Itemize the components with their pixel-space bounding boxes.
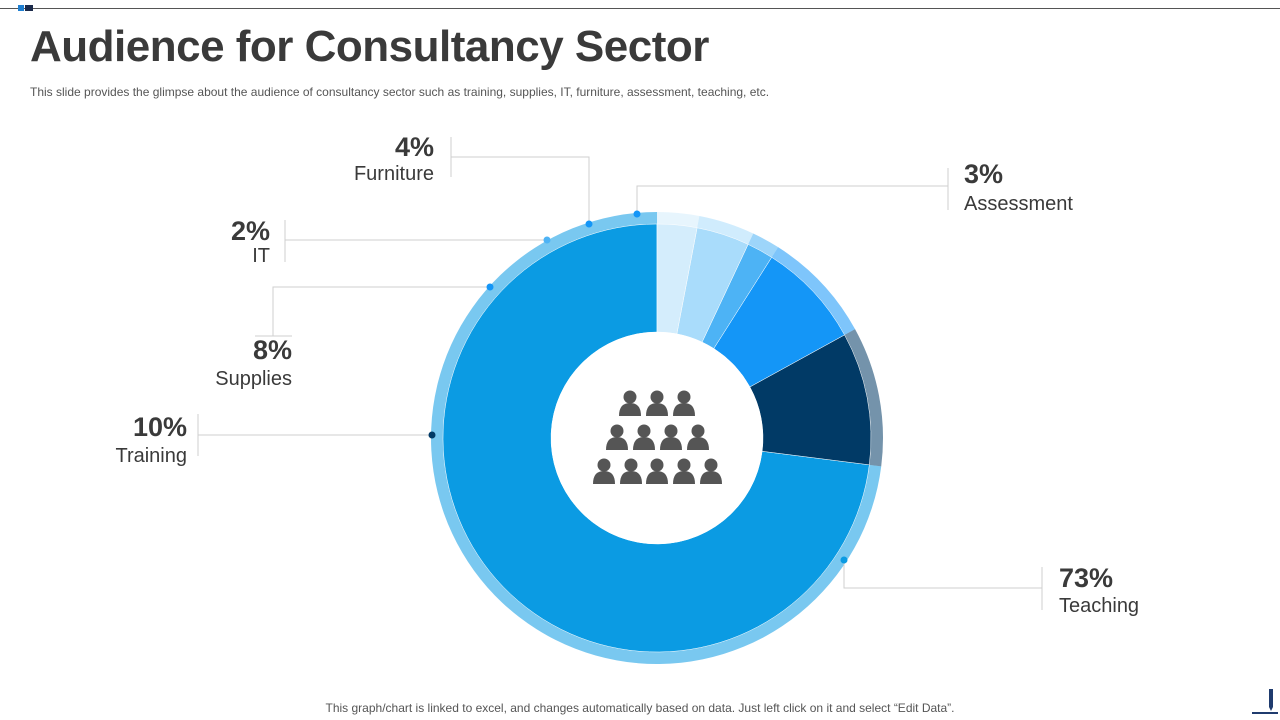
data-label-value-supplies: 8%: [253, 335, 292, 365]
slice-band-it: [747, 233, 779, 259]
leader-dot-supplies: [486, 283, 494, 291]
slide-title: Audience for Consultancy Sector: [30, 22, 709, 71]
data-label-value-furniture: 4%: [395, 132, 434, 162]
data-label-value-training: 10%: [133, 412, 187, 442]
data-label-value-assessment: 3%: [964, 159, 1003, 189]
chart-footer-note: This graph/chart is linked to excel, and…: [325, 701, 955, 715]
leader-line-assessment: [636, 185, 948, 214]
donut-hole: [551, 332, 763, 544]
slice-teaching[interactable]: [442, 223, 870, 653]
leader-dot-teaching: [840, 556, 848, 564]
leader-line-supplies: [272, 286, 490, 336]
top-accent-mark-dark: [25, 5, 33, 11]
slide-subtitle: This slide provides the glimpse about th…: [30, 85, 770, 99]
leader-dot-assessment: [633, 210, 641, 218]
data-label-value-it: 2%: [231, 216, 270, 246]
leader-dot-it: [543, 236, 551, 244]
people-group-icon: [593, 390, 722, 484]
pen-icon: [1252, 689, 1278, 714]
data-label-name-teaching: Teaching: [1059, 595, 1139, 617]
data-label-name-training: Training: [115, 445, 187, 467]
data-label-name-it: IT: [252, 245, 270, 267]
data-label-name-supplies: Supplies: [215, 368, 292, 390]
slice-band-furniture: [696, 216, 754, 246]
data-label-name-furniture: Furniture: [354, 163, 434, 185]
leader-dot-furniture: [585, 220, 593, 228]
leader-line-teaching: [843, 560, 1042, 589]
data-label-name-assessment: Assessment: [964, 193, 1073, 215]
leader-line-furniture: [451, 156, 590, 224]
top-accent-mark: [18, 5, 24, 11]
top-rule: [0, 8, 1280, 9]
data-label-value-teaching: 73%: [1059, 563, 1113, 593]
slice-band-training: [843, 329, 883, 467]
leader-dot-training: [428, 431, 436, 439]
